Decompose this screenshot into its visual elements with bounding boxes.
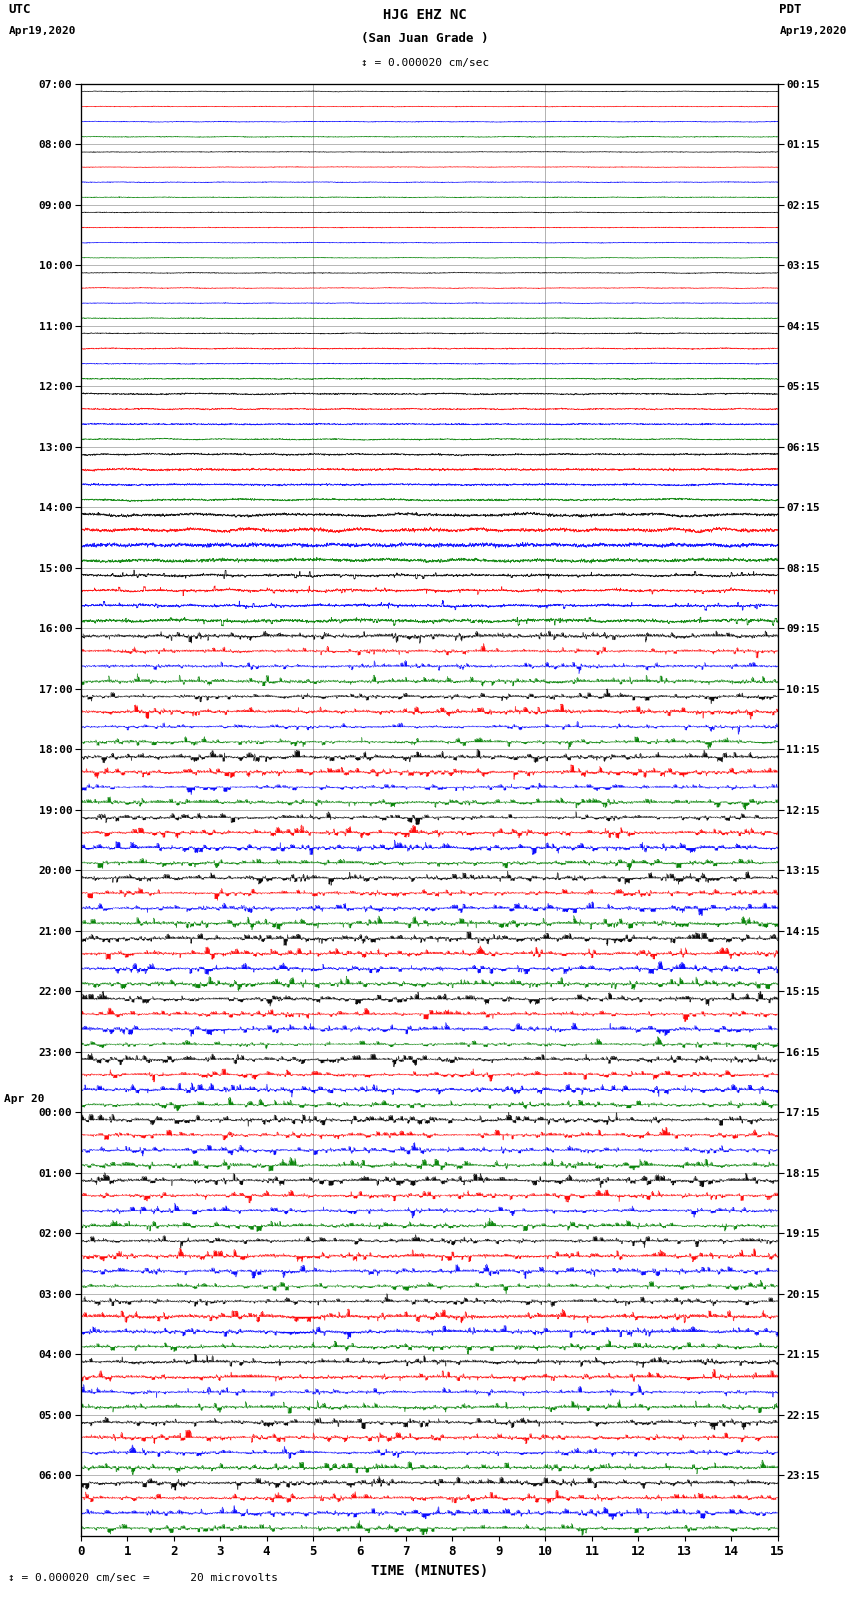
Text: Apr19,2020: Apr19,2020 <box>779 26 847 35</box>
X-axis label: TIME (MINUTES): TIME (MINUTES) <box>371 1565 488 1578</box>
Text: ↕ = 0.000020 cm/sec =      20 microvolts: ↕ = 0.000020 cm/sec = 20 microvolts <box>8 1573 279 1582</box>
Text: HJG EHZ NC: HJG EHZ NC <box>383 8 467 23</box>
Text: Apr19,2020: Apr19,2020 <box>8 26 76 35</box>
Text: ↕ = 0.000020 cm/sec: ↕ = 0.000020 cm/sec <box>361 58 489 68</box>
Text: PDT: PDT <box>779 3 802 16</box>
Text: UTC: UTC <box>8 3 31 16</box>
Text: Apr 20: Apr 20 <box>4 1094 45 1105</box>
Text: (San Juan Grade ): (San Juan Grade ) <box>361 32 489 45</box>
